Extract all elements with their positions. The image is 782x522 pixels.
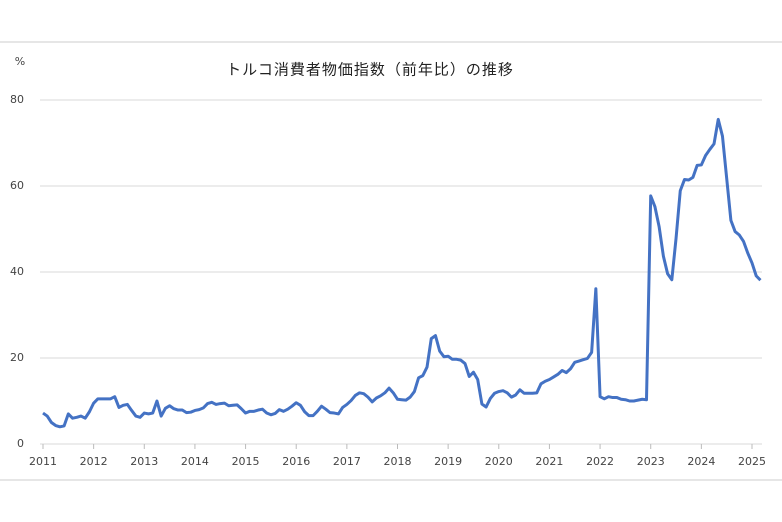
x-tick-label: 2016 [282, 455, 310, 468]
x-tick-label: 2013 [130, 455, 158, 468]
y-tick-label: 0 [17, 437, 24, 450]
y-tick-label: 40 [10, 265, 24, 278]
x-tick-label: 2018 [384, 455, 412, 468]
data-line [42, 117, 762, 429]
x-tick-label: 2012 [80, 455, 108, 468]
x-tick-label: 2025 [738, 455, 766, 468]
x-tick-label: 2023 [637, 455, 665, 468]
x-tick-label: 2015 [232, 455, 260, 468]
x-tick-label: 2011 [29, 455, 57, 468]
x-tick-label: 2024 [687, 455, 715, 468]
x-tick-label: 2014 [181, 455, 209, 468]
x-tick-label: 2017 [333, 455, 361, 468]
x-tick-label: 2022 [586, 455, 614, 468]
chart-title: トルコ消費者物価指数（前年比）の推移 [226, 61, 514, 79]
y-tick-label: 20 [10, 351, 24, 364]
x-tick-label: 2020 [485, 455, 513, 468]
x-tick-label: 2021 [535, 455, 563, 468]
y-tick-label: 80 [10, 93, 24, 106]
y-axis-label: % [15, 55, 25, 68]
y-tick-label: 60 [10, 179, 24, 192]
x-tick-label: 2019 [434, 455, 462, 468]
